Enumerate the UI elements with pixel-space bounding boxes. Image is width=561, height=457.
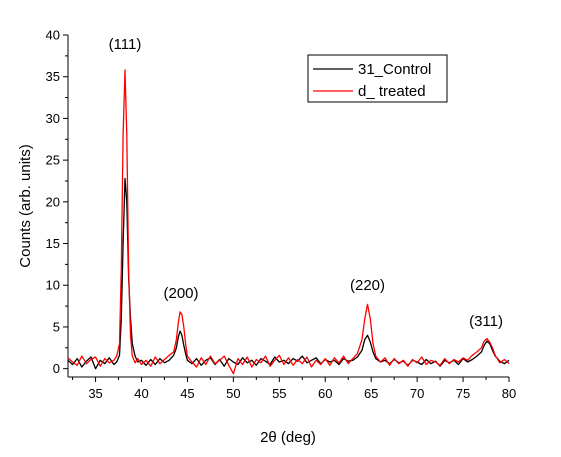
x-axis-label: 2θ (deg) xyxy=(260,429,316,446)
x-tick-label: 45 xyxy=(180,386,194,401)
x-tick-label: 65 xyxy=(364,386,378,401)
x-tick-label: 55 xyxy=(272,386,286,401)
y-tick-label: 35 xyxy=(46,69,60,84)
legend-label-31-control: 31_Control xyxy=(358,61,431,78)
y-tick-label: 20 xyxy=(46,194,60,209)
x-tick-label: 50 xyxy=(226,386,240,401)
peak-label: (111) xyxy=(109,36,142,53)
x-tick-label: 75 xyxy=(456,386,470,401)
series-lines xyxy=(67,69,510,375)
y-tick-label: 10 xyxy=(46,278,60,293)
y-axis-label: Counts (arb. units) xyxy=(17,144,34,267)
y-tick-label: 0 xyxy=(53,361,60,376)
x-tick-label: 60 xyxy=(318,386,332,401)
y-tick-label: 25 xyxy=(46,153,60,168)
legend-box xyxy=(307,54,448,103)
x-tick-label: 70 xyxy=(410,386,424,401)
y-tick-label: 5 xyxy=(53,319,60,334)
y-tick-label: 30 xyxy=(46,111,60,126)
x-tick-label: 40 xyxy=(134,386,148,401)
legend-label-d-treated: d_ treated xyxy=(358,83,426,100)
peak-label: (311) xyxy=(469,313,503,330)
series-line-31-control xyxy=(67,177,510,370)
x-tick-label: 35 xyxy=(88,386,102,401)
legend: 31_Control d_ treated xyxy=(307,54,448,103)
y-tick-label: 40 xyxy=(46,28,60,43)
peak-label: (200) xyxy=(163,285,198,302)
series-line-d-treated xyxy=(67,69,510,375)
peak-annotations: (111) (200) (220) (311) xyxy=(109,36,503,330)
x-tick-label: 80 xyxy=(502,386,516,401)
y-tick-label: 15 xyxy=(46,236,60,251)
y-axis: 0 5 10 15 20 25 30 35 40 xyxy=(46,28,68,376)
x-axis: 35 40 45 50 55 60 65 70 75 80 xyxy=(72,377,516,401)
peak-label: (220) xyxy=(350,277,385,294)
